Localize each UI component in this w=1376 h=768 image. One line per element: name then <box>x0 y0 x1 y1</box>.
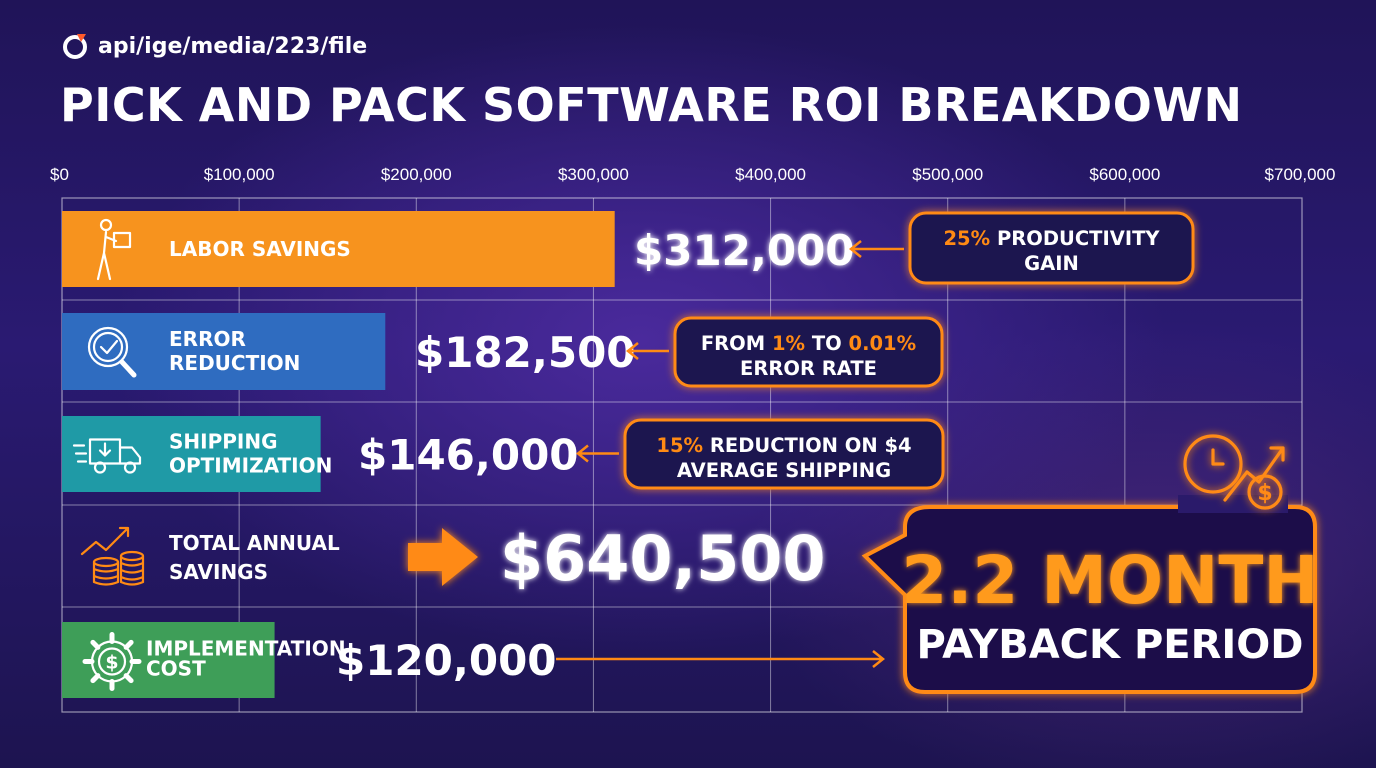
callout-text: AVERAGE SHIPPING <box>677 459 891 482</box>
callout-text: ERROR RATE <box>740 357 877 380</box>
payback-value: 2.2 MONTH <box>901 542 1318 619</box>
x-tick-label: $400,000 <box>735 165 806 184</box>
bar <box>62 211 615 287</box>
bar-category-label: COST <box>146 656 206 680</box>
bar-category-label: ERROR <box>169 327 246 351</box>
callout-text: 25% PRODUCTIVITY <box>943 227 1160 250</box>
callout-text: GAIN <box>1024 252 1079 275</box>
bar <box>62 313 386 390</box>
cost-arrow <box>556 650 886 668</box>
x-tick-label: $700,000 <box>1265 165 1336 184</box>
callout-highlight: 15% <box>656 434 703 457</box>
callout-text-part: PRODUCTIVITY <box>990 227 1160 250</box>
delivery-truck-icon <box>72 438 142 474</box>
bar <box>62 622 275 698</box>
coins-growth-icon <box>80 526 145 586</box>
callout-arrow <box>848 240 904 258</box>
worker-carrying-box-icon <box>96 218 132 281</box>
x-tick-label: $0 <box>50 165 69 184</box>
payback-box <box>861 505 1317 694</box>
bar-category-label: LABOR SAVINGS <box>169 237 351 261</box>
clock-growth-dollar-icon: $ <box>1183 434 1285 510</box>
callout-highlight: 1% <box>772 332 805 355</box>
source-header: api/ige/media/223/file <box>60 31 367 61</box>
x-tick-label: $600,000 <box>1089 165 1160 184</box>
x-tick-label: $300,000 <box>558 165 629 184</box>
callout-text-part: REDUCTION ON $4 <box>703 434 912 457</box>
callout-box <box>908 211 1195 285</box>
x-tick-label: $500,000 <box>912 165 983 184</box>
circle-logo-icon <box>63 34 87 59</box>
bar-category-label: SAVINGS <box>169 560 268 584</box>
callout-arrow <box>625 342 669 360</box>
source-url: api/ige/media/223/file <box>98 33 368 59</box>
svg-text:$: $ <box>105 652 118 674</box>
bar-value-label: $312,000 <box>634 226 855 275</box>
total-arrow <box>408 528 478 586</box>
callout-text-part: FROM <box>701 332 772 355</box>
bar-category-label: REDUCTION <box>169 351 300 375</box>
total-value-label: $640,500 <box>500 522 826 595</box>
callout-text: 15% REDUCTION ON $4 <box>656 434 911 457</box>
bar-value-label: $146,000 <box>358 431 579 480</box>
chart-row: LABOR SAVINGS $312,000 25% PRODUCTIVITYGAI… <box>62 211 1195 287</box>
bar-category-label: IMPLEMENTATION <box>146 636 346 660</box>
chart-row: TOTAL ANNUAL SAVINGS $640,500 <box>80 522 826 595</box>
annotation-callout: FROM 1% TO 0.01%ERROR RATE <box>625 316 944 388</box>
x-tick-label: $100,000 <box>204 165 275 184</box>
callout-arrow <box>575 444 619 463</box>
bar-category-label: OPTIMIZATION <box>169 454 332 478</box>
x-tick-label: $200,000 <box>381 165 452 184</box>
bar-value-label: $182,500 <box>415 328 636 377</box>
callout-box <box>623 418 945 490</box>
bar-category-label: SHIPPING <box>169 430 278 454</box>
page-title: PICK AND PACK SOFTWARE ROI BREAKDOWN <box>60 78 1243 132</box>
callout-highlight: 25% <box>943 227 990 250</box>
svg-text:$: $ <box>1257 481 1272 506</box>
bar-value-label: $120,000 <box>336 636 557 685</box>
gear-dollar-icon: $ <box>82 632 142 691</box>
callout-text-part: TO <box>805 332 848 355</box>
magnifier-check-icon <box>87 326 137 378</box>
payback-label: PAYBACK PERIOD <box>917 622 1304 668</box>
callout-text-part: ERROR RATE <box>740 357 877 380</box>
callout-text: FROM 1% TO 0.01% <box>701 332 916 355</box>
callout-highlight: 0.01% <box>849 332 917 355</box>
callout-text-part: GAIN <box>1024 252 1079 275</box>
bar-category-label: TOTAL ANNUAL <box>169 531 340 555</box>
callout-text-part: AVERAGE SHIPPING <box>677 459 891 482</box>
callout-box <box>673 316 944 388</box>
